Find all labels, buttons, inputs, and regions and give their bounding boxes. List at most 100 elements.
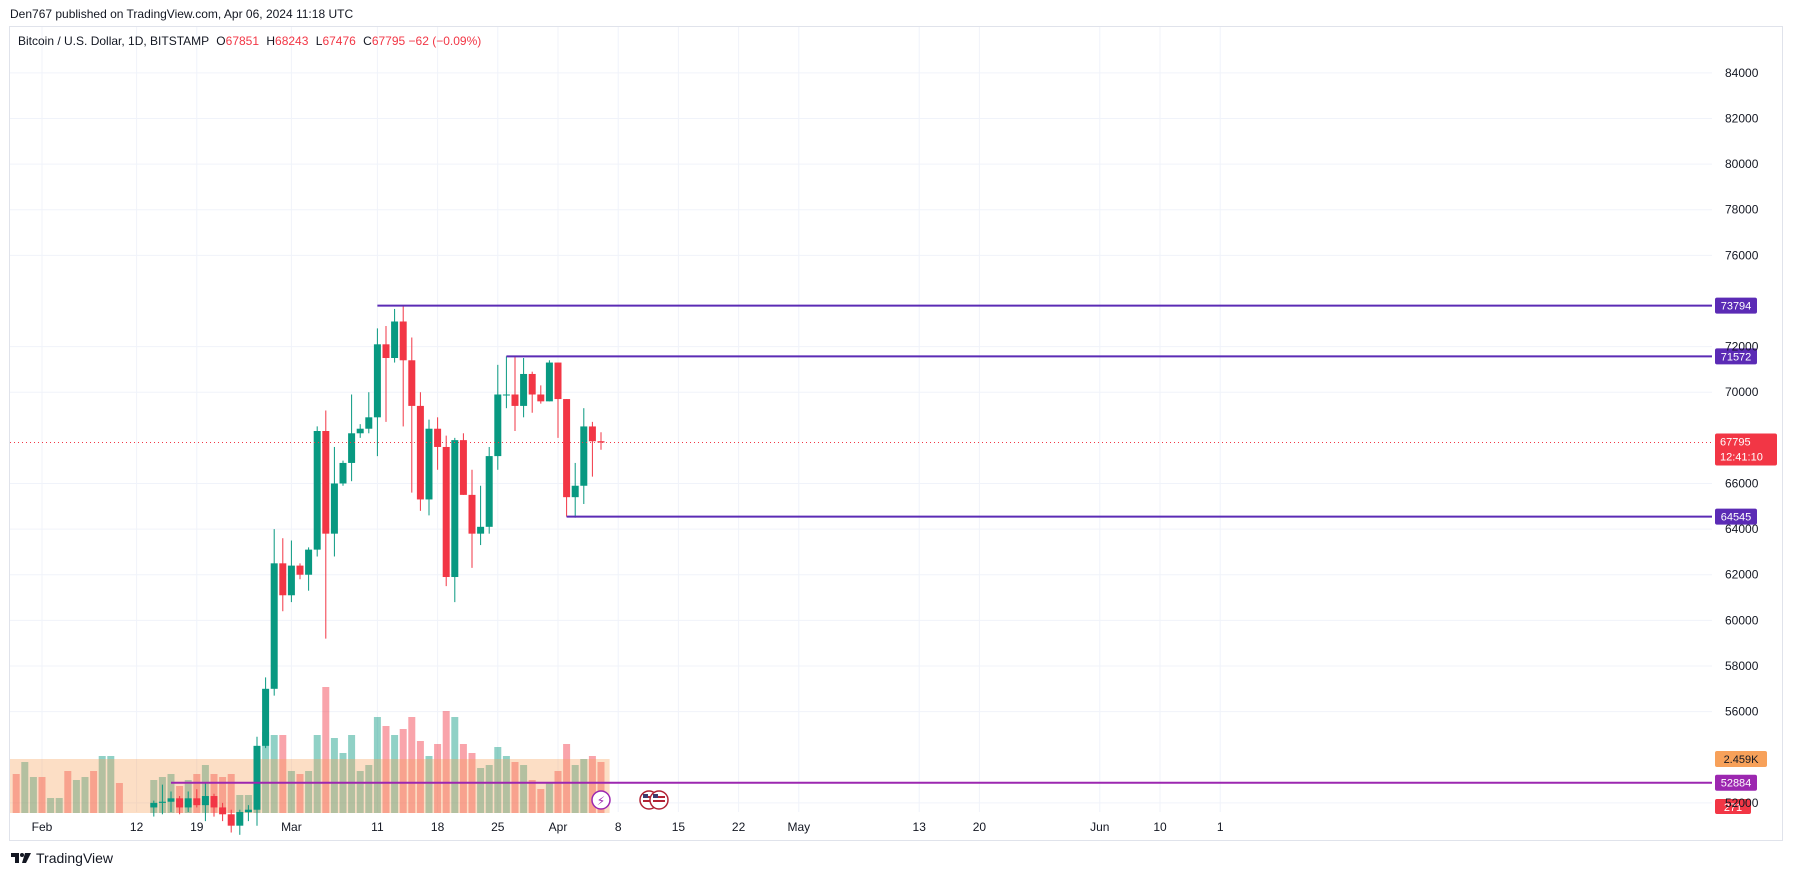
x-tick-label: May	[787, 820, 810, 834]
candle-body	[313, 431, 321, 550]
candle-body	[167, 798, 175, 802]
x-tick-label: 10	[1153, 820, 1167, 834]
candle-body	[356, 428, 364, 434]
lightning-event-glyph: ⚡	[597, 794, 605, 808]
candle-body	[193, 798, 201, 806]
candle-body	[502, 394, 510, 396]
volume-bar	[219, 777, 227, 813]
volume-ma-badge-text: 2.459K	[1724, 754, 1760, 766]
last-price-value: 67795	[1720, 437, 1751, 449]
level-badge-73794	[1715, 297, 1757, 314]
y-tick-label: 72000	[1725, 340, 1759, 354]
volume-bar	[38, 777, 46, 813]
candle-body	[176, 798, 184, 808]
volume-bar	[563, 744, 571, 813]
candle-body	[571, 485, 579, 498]
candle-body	[227, 814, 235, 826]
candle-body	[330, 483, 338, 534]
volume-bar	[391, 735, 399, 813]
candle-body	[270, 563, 278, 689]
candle-body	[511, 394, 519, 406]
us-flag-stripe	[643, 796, 655, 798]
candle-body	[442, 446, 450, 578]
lightning-event-icon	[591, 790, 611, 810]
candle-body	[485, 456, 493, 527]
us-flag-canton	[643, 794, 648, 798]
publisher-line: Den767 published on TradingView.com, Apr…	[10, 7, 354, 21]
volume-bar	[348, 735, 356, 813]
volume-bar	[545, 783, 553, 813]
candle-body	[184, 798, 192, 808]
candle-body	[287, 565, 295, 596]
us-flag-stripe	[653, 796, 665, 798]
y-tick-label: 58000	[1725, 659, 1759, 673]
candle-body	[468, 494, 476, 534]
candle-body	[382, 344, 390, 358]
candle-body	[253, 745, 261, 810]
volume-bar	[12, 774, 20, 813]
last-price-countdown: 12:41:10	[1720, 452, 1763, 464]
candle-body	[391, 321, 399, 358]
y-tick-label: 80000	[1725, 157, 1759, 171]
level-badge-text: 71572	[1721, 351, 1752, 363]
volume-bar	[511, 762, 519, 813]
y-tick-label: 82000	[1725, 111, 1759, 125]
candle-body	[373, 344, 381, 418]
volume-bar	[55, 798, 63, 813]
open-value: 67851	[225, 34, 260, 48]
volume-bar	[408, 717, 416, 813]
x-tick-label: 25	[491, 820, 505, 834]
candle-body	[236, 812, 244, 826]
candle-body	[580, 426, 588, 486]
volume-bar	[227, 774, 235, 813]
candle-body	[158, 801, 166, 803]
last-volume-badge-text: 271	[1724, 802, 1742, 814]
x-tick-label: 19	[190, 820, 204, 834]
candle-body	[520, 373, 528, 406]
volume-bar	[520, 765, 528, 813]
candle-body	[150, 802, 158, 808]
y-tick-label: 84000	[1725, 66, 1759, 80]
x-tick-label: 20	[973, 820, 987, 834]
x-tick-label: 15	[672, 820, 686, 834]
candle-body	[408, 360, 416, 406]
volume-bar	[287, 771, 295, 813]
x-tick-label: Apr	[549, 820, 568, 834]
candle-body	[262, 688, 270, 746]
candle-body	[339, 462, 347, 484]
volume-bar	[442, 711, 450, 813]
candle-body	[528, 373, 536, 395]
volume-bar	[270, 735, 278, 813]
y-tick-label: 70000	[1725, 385, 1759, 399]
volume-bar	[416, 741, 424, 813]
level-badge-71572	[1715, 348, 1757, 365]
candle-body	[322, 431, 330, 534]
x-tick-label: Mar	[281, 820, 302, 834]
symbol-title: Bitcoin / U.S. Dollar, 1D, BITSTAMP	[18, 34, 209, 48]
footer[interactable]: TradingView	[10, 850, 113, 866]
volume-ma-area	[10, 759, 610, 813]
us-flag-stripe	[653, 800, 665, 802]
candle-body	[244, 809, 252, 812]
candle-body	[451, 440, 459, 578]
volume-bar	[262, 732, 270, 813]
y-tick-label: 60000	[1725, 613, 1759, 627]
volume-bar	[330, 738, 338, 813]
level-badge-52884	[1715, 774, 1757, 791]
volume-bar	[322, 687, 330, 813]
x-tick-label: 22	[732, 820, 746, 834]
y-tick-label: 76000	[1725, 248, 1759, 262]
candle-body	[425, 428, 433, 500]
volume-bar	[72, 780, 80, 813]
candle-body	[477, 526, 485, 534]
volume-bar	[107, 756, 115, 813]
volume-bar	[477, 768, 485, 813]
us-flag-canton	[653, 794, 658, 798]
candle-body	[210, 796, 218, 808]
candle-body	[588, 426, 596, 442]
candle-body	[201, 796, 209, 806]
last-volume-badge	[1715, 799, 1751, 814]
x-tick-label: 12	[130, 820, 144, 834]
y-tick-label: 62000	[1725, 568, 1759, 582]
